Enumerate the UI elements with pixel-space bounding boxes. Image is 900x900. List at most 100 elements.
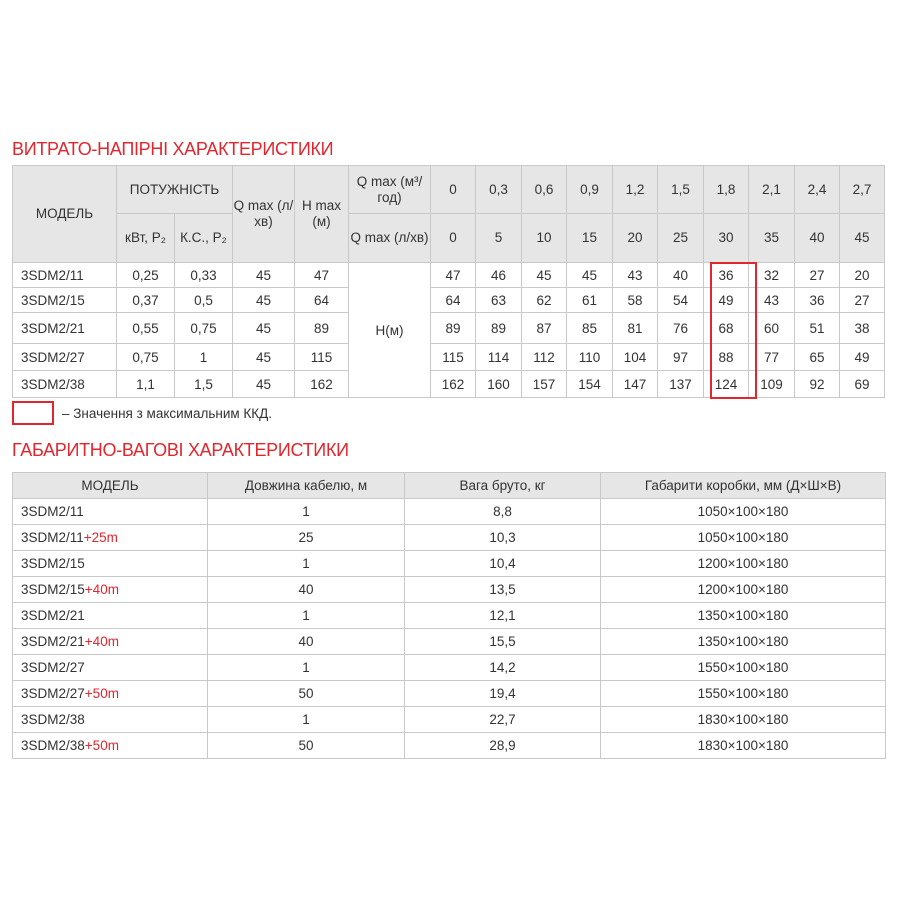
- gross-weight-cell: 10,3: [404, 524, 601, 551]
- table-row: 3SDM2/15+40m 40 13,5 1200×100×180: [12, 576, 886, 603]
- table-row: 3SDM2/27 1 14,2 1550×100×180: [12, 654, 886, 681]
- power-kw-cell: 1,1: [116, 370, 175, 398]
- head-value-cell: 63: [475, 287, 522, 313]
- header-qmax-lmin: Q max (л/хв): [348, 213, 431, 263]
- head-value-cell: 54: [657, 287, 704, 313]
- header-flow-m3: 0,6: [521, 165, 567, 214]
- header-box-dimensions: Габарити коробки, мм (Д×Ш×В): [600, 472, 886, 499]
- gross-weight-cell: 14,2: [404, 654, 601, 681]
- model-cell: 3SDM2/11: [12, 262, 117, 288]
- head-value-cell: 65: [794, 343, 840, 371]
- table-row: 3SDM2/11+25m 25 10,3 1050×100×180: [12, 524, 886, 551]
- head-value-cell: 110: [566, 343, 613, 371]
- cable-length-cell: 1: [207, 706, 405, 733]
- cable-length-cell: 1: [207, 550, 405, 577]
- head-value-cell: 27: [839, 287, 885, 313]
- cable-length-cell: 40: [207, 576, 405, 603]
- header-flow-lmin: 45: [839, 213, 885, 263]
- hmax-cell: 115: [294, 343, 349, 371]
- head-value-cell: 160: [475, 370, 522, 398]
- header-flow-m3: 0,9: [566, 165, 613, 214]
- model-name: 3SDM2/27: [21, 686, 85, 701]
- cable-length-cell: 50: [207, 732, 405, 759]
- box-dimensions-cell: 1830×100×180: [600, 706, 886, 733]
- cable-length-cell: 1: [207, 602, 405, 629]
- model-cell: 3SDM2/27: [12, 343, 117, 371]
- header-kw: кВт, P₂: [116, 213, 175, 263]
- gross-weight-cell: 19,4: [404, 680, 601, 707]
- model-cable-suffix: +50m: [84, 738, 119, 753]
- model-cable-suffix: +25m: [83, 530, 118, 545]
- gross-weight-cell: 15,5: [404, 628, 601, 655]
- dimensions-weight-table: МОДЕЛЬ Довжина кабелю, м Вага бруто, кг Габ…: [12, 472, 886, 759]
- box-dimensions-cell: 1830×100×180: [600, 732, 886, 759]
- header-flow-m3: 1,8: [703, 165, 749, 214]
- head-value-cell: 76: [657, 312, 704, 344]
- qmax-cell: 45: [232, 287, 295, 313]
- box-dimensions-cell: 1350×100×180: [600, 602, 886, 629]
- head-label-cell: H(м): [348, 262, 431, 398]
- gross-weight-cell: 28,9: [404, 732, 601, 759]
- head-value-cell: 104: [612, 343, 658, 371]
- head-value-cell: 92: [794, 370, 840, 398]
- head-value-cell: 85: [566, 312, 613, 344]
- model-cell: 3SDM2/11+25m: [12, 524, 208, 551]
- head-value-cell: 147: [612, 370, 658, 398]
- head-value-cell: 69: [839, 370, 885, 398]
- power-hp-cell: 0,33: [174, 262, 233, 288]
- hmax-cell: 64: [294, 287, 349, 313]
- legend: – Значення з максимальним ККД.: [12, 401, 272, 425]
- model-cell: 3SDM2/11: [12, 498, 208, 525]
- hmax-cell: 162: [294, 370, 349, 398]
- power-hp-cell: 0,5: [174, 287, 233, 313]
- header-power: ПОТУЖНІСТЬ: [116, 165, 233, 214]
- head-value-cell: 157: [521, 370, 567, 398]
- head-value-cell: 137: [657, 370, 704, 398]
- head-value-cell: 40: [657, 262, 704, 288]
- header-flow-m3: 0,3: [475, 165, 522, 214]
- power-hp-cell: 0,75: [174, 312, 233, 344]
- model-name: 3SDM2/38: [21, 712, 85, 727]
- model-cell: 3SDM2/21+40m: [12, 628, 208, 655]
- model-name: 3SDM2/15: [21, 582, 85, 597]
- gross-weight-cell: 22,7: [404, 706, 601, 733]
- header-model: МОДЕЛЬ: [12, 472, 208, 499]
- head-value-cell: 81: [612, 312, 658, 344]
- head-value-cell: 43: [612, 262, 658, 288]
- head-value-cell: 49: [839, 343, 885, 371]
- header-gross-weight: Вага бруто, кг: [404, 472, 601, 499]
- header-flow-lmin: 5: [475, 213, 522, 263]
- cable-length-cell: 1: [207, 498, 405, 525]
- head-value-cell: 46: [475, 262, 522, 288]
- flow-head-table: МОДЕЛЬ ПОТУЖНІСТЬ Q max (л/хв) H max (м) Q m…: [12, 165, 885, 398]
- head-value-cell: 36: [794, 287, 840, 313]
- head-value-cell: 45: [566, 262, 613, 288]
- table-row: 3SDM2/38 1,1 1,5 45 162 162 160 157 154 147 137 124…: [12, 370, 885, 398]
- cable-length-cell: 25: [207, 524, 405, 551]
- model-name: 3SDM2/27: [21, 660, 85, 675]
- model-cell: 3SDM2/38: [12, 706, 208, 733]
- head-value-cell: 45: [521, 262, 567, 288]
- cable-length-cell: 50: [207, 680, 405, 707]
- model-cell: 3SDM2/21: [12, 602, 208, 629]
- box-dimensions-cell: 1350×100×180: [600, 628, 886, 655]
- box-dimensions-cell: 1050×100×180: [600, 498, 886, 525]
- head-value-cell: 89: [430, 312, 476, 344]
- model-name: 3SDM2/21: [21, 634, 85, 649]
- header-flow-lmin: 35: [748, 213, 795, 263]
- box-dimensions-cell: 1550×100×180: [600, 680, 886, 707]
- model-name: 3SDM2/11: [21, 504, 84, 519]
- head-value-cell: 61: [566, 287, 613, 313]
- model-cell: 3SDM2/38+50m: [12, 732, 208, 759]
- model-name: 3SDM2/21: [21, 608, 85, 623]
- power-hp-cell: 1: [174, 343, 233, 371]
- head-value-cell: 89: [475, 312, 522, 344]
- header-flow-lmin: 30: [703, 213, 749, 263]
- head-value-cell: 64: [430, 287, 476, 313]
- header-flow-lmin: 0: [430, 213, 476, 263]
- model-cell: 3SDM2/27: [12, 654, 208, 681]
- table-row: 3SDM2/15 1 10,4 1200×100×180: [12, 550, 886, 577]
- head-value-cell: 154: [566, 370, 613, 398]
- header-flow-lmin: 10: [521, 213, 567, 263]
- header-flow-lmin: 15: [566, 213, 613, 263]
